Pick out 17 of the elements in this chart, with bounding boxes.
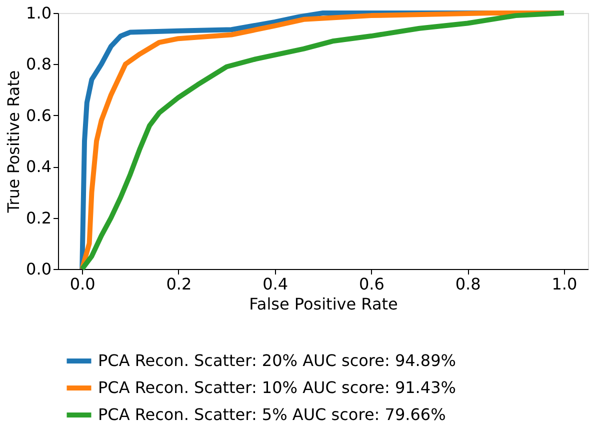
legend-label: PCA Recon. Scatter: 20% AUC score: 94.89% (98, 351, 456, 370)
x-tick-label: 0.2 (166, 274, 192, 294)
legend-label: PCA Recon. Scatter: 5% AUC score: 79.66% (98, 405, 446, 424)
legend-label: PCA Recon. Scatter: 10% AUC score: 91.43% (98, 378, 456, 397)
x-axis-title: False Positive Rate (249, 294, 398, 314)
x-tick-label: 0.8 (455, 274, 481, 294)
y-tick-label: 0.2 (26, 208, 52, 228)
x-tick-label: 1.0 (552, 274, 578, 294)
y-tick-label: 0.0 (26, 260, 52, 278)
x-tick-label: 0.4 (262, 274, 288, 294)
y-tick-label: 0.8 (26, 54, 52, 74)
y-tick-label: 1.0 (26, 4, 52, 22)
y-axis-title: True Positive Rate (4, 70, 24, 214)
y-tick-label: 0.4 (26, 157, 52, 176)
y-tick-label: 0.6 (26, 106, 52, 125)
x-tick-label: 0.6 (358, 274, 384, 294)
x-tick-label: 0.0 (70, 274, 96, 294)
